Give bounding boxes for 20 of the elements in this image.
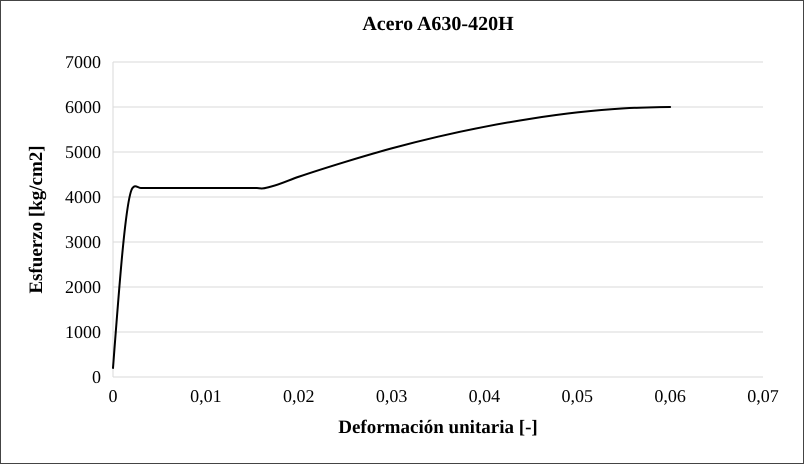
y-tick-label: 3000 xyxy=(65,232,101,252)
x-tick-label: 0,01 xyxy=(190,386,222,406)
y-tick-label: 5000 xyxy=(65,142,101,162)
y-tick-label: 7000 xyxy=(65,52,101,72)
x-tick-label: 0,04 xyxy=(468,386,500,406)
y-tick-label: 6000 xyxy=(65,97,101,117)
y-tick-label: 0 xyxy=(92,367,101,387)
x-axis-title: Deformación unitaria [-] xyxy=(338,417,538,438)
x-tick-label: 0,02 xyxy=(282,386,314,406)
line-series xyxy=(112,106,672,369)
y-axis-title: Esfuerzo [kg/cm2] xyxy=(26,145,47,294)
x-tick-label: 0 xyxy=(108,386,118,406)
y-tick-label: 1000 xyxy=(65,322,101,342)
y-tick-label: 2000 xyxy=(65,277,101,297)
y-tick-label: 4000 xyxy=(65,187,101,207)
x-tick-label: 0,03 xyxy=(376,386,408,406)
chart-title: Acero A630-420H xyxy=(362,13,514,35)
x-tick-label: 0,06 xyxy=(654,386,686,406)
x-tick-label: 0,07 xyxy=(747,386,779,406)
x-tick-label: 0,05 xyxy=(562,386,594,406)
